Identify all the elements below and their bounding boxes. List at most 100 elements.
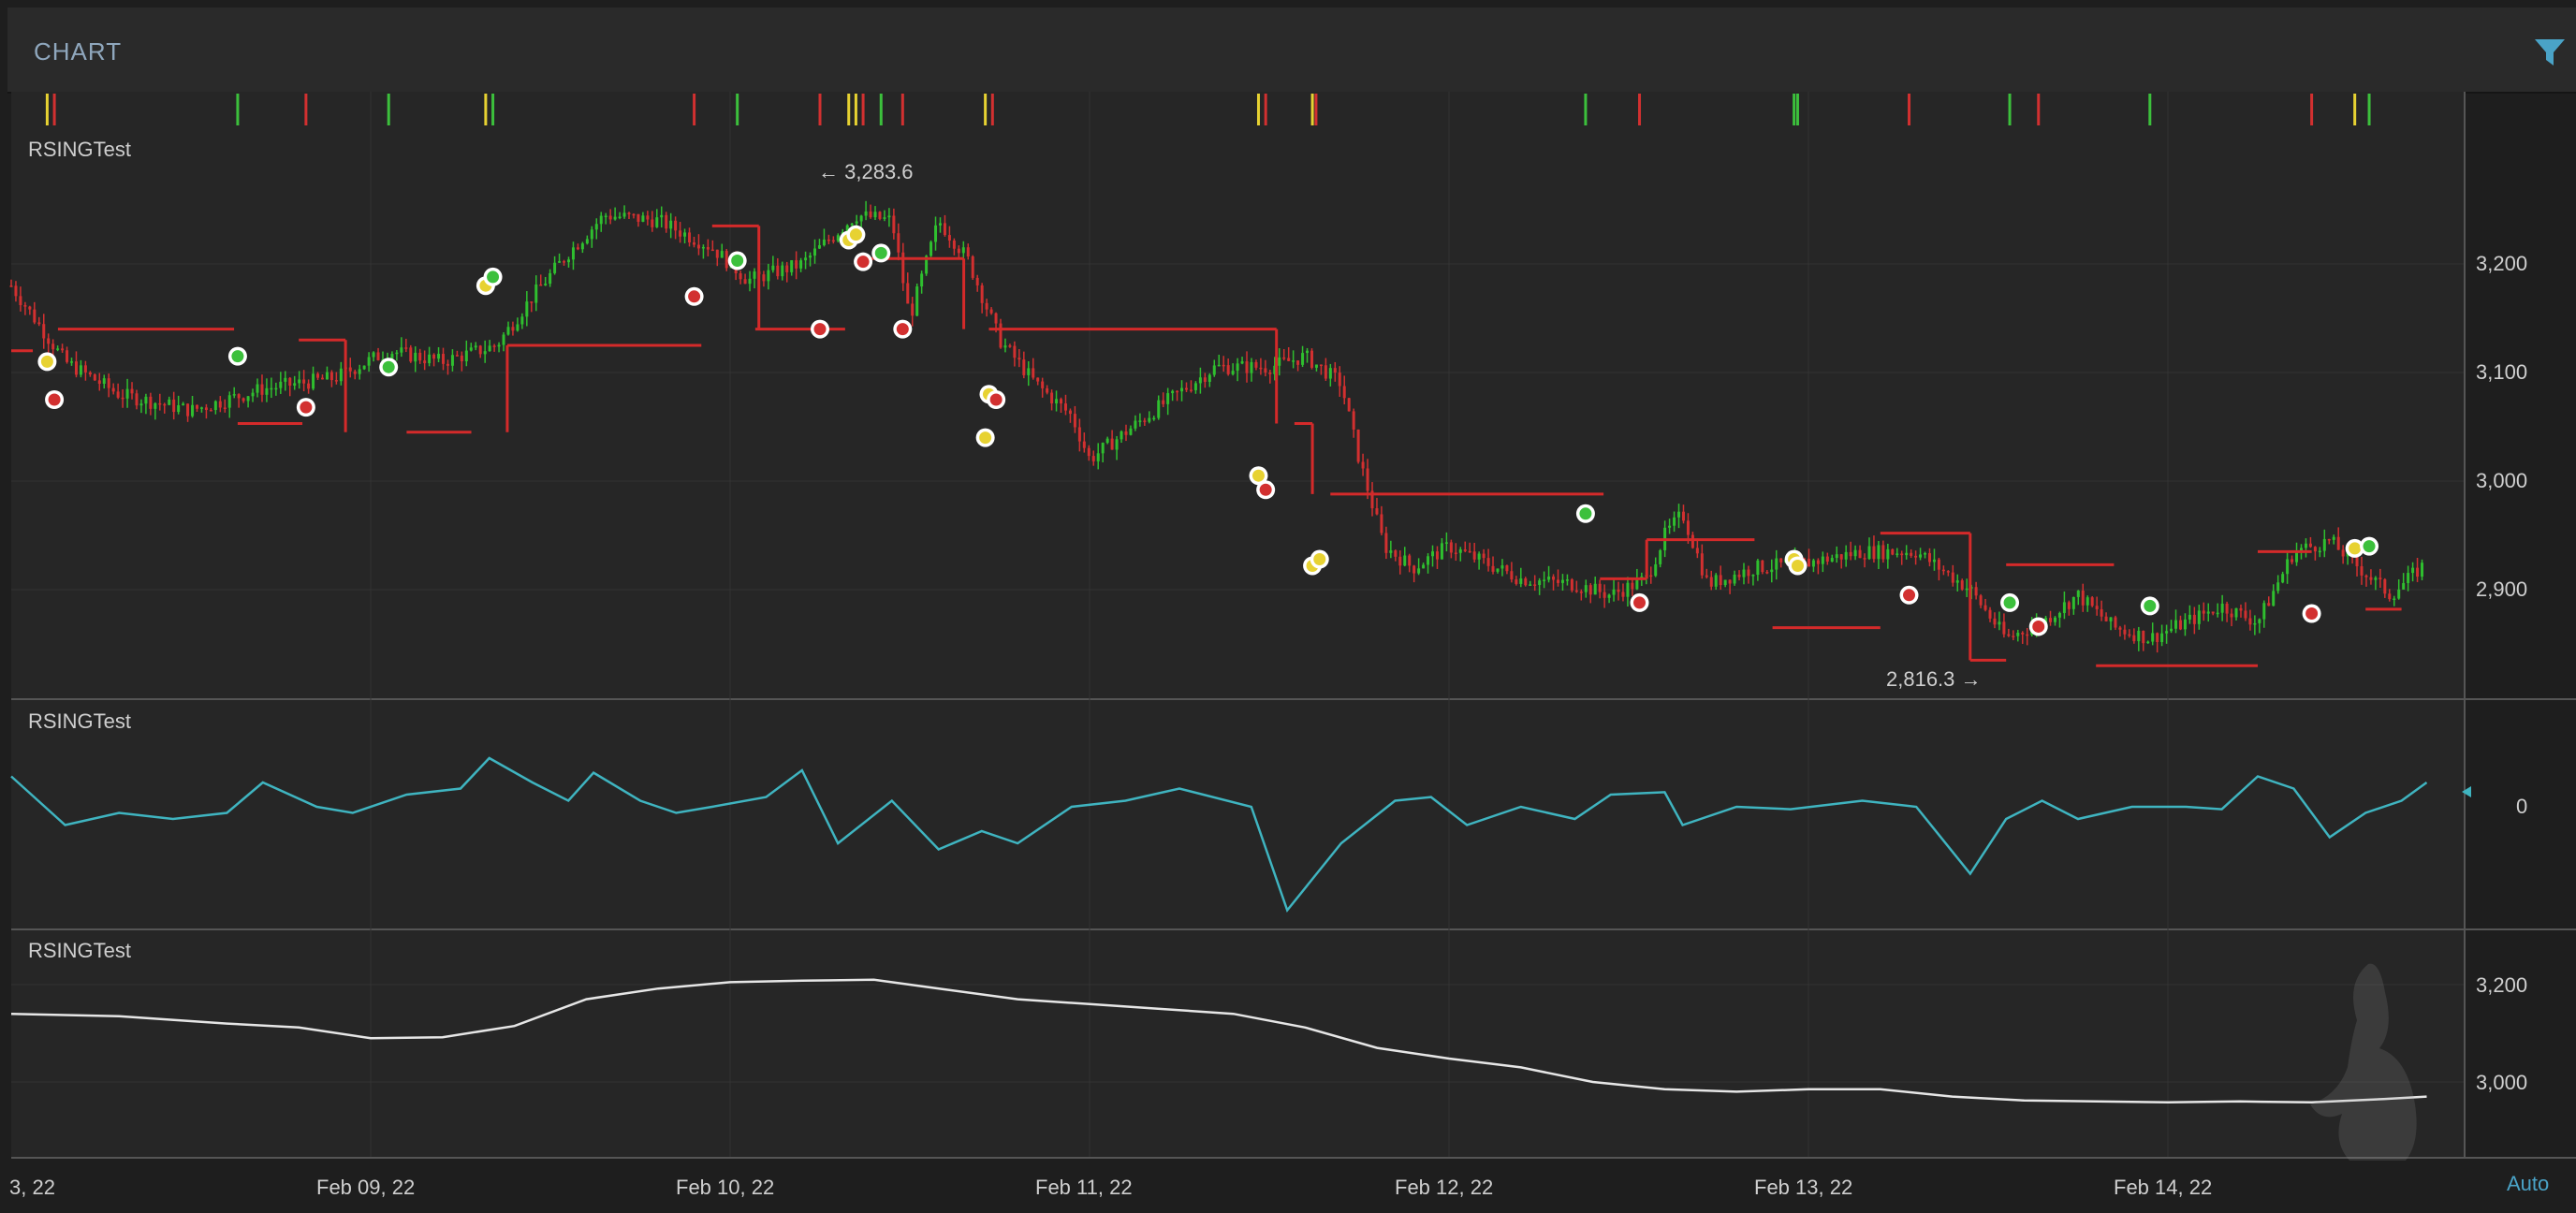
- candle-body: [627, 212, 631, 214]
- candle-body: [1519, 578, 1523, 584]
- candle-body: [2165, 631, 2169, 634]
- candle-body: [618, 216, 622, 219]
- candle-body: [599, 215, 603, 225]
- candle-body: [284, 377, 287, 382]
- candle-body: [102, 378, 106, 384]
- candle-body: [2076, 591, 2080, 597]
- third-pane-title: RSINGTest: [28, 939, 131, 962]
- candle-body: [111, 387, 115, 392]
- candle-body: [1254, 361, 1258, 368]
- candle-body: [1891, 548, 1895, 555]
- candle-body: [701, 246, 705, 249]
- candle-body: [1185, 387, 1189, 390]
- candle-body: [74, 361, 78, 375]
- candle-body: [1863, 558, 1866, 560]
- candle-body: [1491, 565, 1495, 572]
- candle-body: [1779, 558, 1783, 563]
- time-axis-tick: Feb 11, 22: [1035, 1176, 1133, 1199]
- price-axis-tick: 3,100: [2476, 360, 2527, 384]
- candle-body: [1189, 389, 1193, 391]
- candle-body: [1579, 592, 1583, 593]
- candle-body: [2313, 547, 2317, 552]
- candle-body: [1839, 554, 1843, 560]
- candle-body: [809, 256, 812, 258]
- candle-body: [2086, 597, 2089, 606]
- candle-body: [1347, 398, 1351, 412]
- candle-body: [37, 322, 41, 325]
- signal-dot: [2305, 607, 2319, 621]
- candle-body: [696, 244, 700, 249]
- candle-body: [2332, 536, 2335, 540]
- candle-body: [1510, 571, 1514, 580]
- candle-body: [1946, 571, 1950, 573]
- time-axis-tick: Feb 13, 22: [1754, 1176, 1852, 1199]
- candle-body: [1905, 552, 1909, 556]
- candle-body: [2016, 633, 2020, 636]
- signal-dot: [874, 246, 887, 259]
- candle-body: [1171, 390, 1175, 394]
- candle-body: [1468, 550, 1471, 553]
- signal-dot: [1251, 469, 1265, 482]
- candle-body: [2360, 566, 2364, 576]
- candle-body: [679, 230, 682, 237]
- candle-body: [1240, 361, 1244, 364]
- candle-body: [674, 220, 678, 231]
- candle-body: [1496, 568, 1500, 572]
- candle-body: [1091, 456, 1095, 461]
- signal-dot: [48, 393, 61, 406]
- candle-body: [2128, 634, 2131, 636]
- candle-body: [1306, 350, 1310, 354]
- time-axis-tick: Feb 12, 22: [1395, 1176, 1493, 1199]
- candle-body: [1063, 403, 1067, 411]
- candle-body: [1212, 365, 1216, 375]
- auto-scale-button[interactable]: Auto: [2507, 1172, 2549, 1195]
- candle-body: [2021, 633, 2025, 635]
- candle-body: [994, 313, 998, 324]
- candle-body: [571, 247, 575, 260]
- candle-body: [70, 361, 74, 363]
- filter-icon[interactable]: [2531, 34, 2569, 71]
- candle-body: [1398, 556, 1402, 566]
- candle-body: [1673, 517, 1676, 526]
- candle-body: [2407, 573, 2410, 583]
- candle-body: [47, 338, 51, 344]
- candle-body: [1811, 560, 1815, 567]
- candle-body: [2160, 633, 2164, 643]
- candle-body: [1157, 400, 1161, 418]
- candle-body: [613, 216, 617, 220]
- candle-body: [1570, 579, 1573, 591]
- candle-body: [121, 397, 124, 400]
- candle-body: [79, 365, 82, 375]
- candle-body: [1927, 553, 1931, 563]
- candle-body: [437, 354, 441, 359]
- candle-body: [1134, 420, 1137, 429]
- candle-body: [549, 272, 552, 285]
- candle-body: [1603, 592, 1606, 598]
- candle-body: [1319, 364, 1323, 367]
- candle-body: [827, 239, 830, 241]
- candle-body: [2286, 559, 2290, 575]
- candle-body: [1422, 564, 1426, 569]
- candle-body: [2388, 593, 2392, 600]
- candle-body: [901, 252, 905, 284]
- candle-body: [2230, 613, 2233, 618]
- candle-body: [1292, 360, 1295, 362]
- candle-body: [1027, 368, 1031, 375]
- candle-body: [915, 286, 919, 316]
- signal-dot: [40, 355, 53, 368]
- candle-body: [1515, 579, 1518, 584]
- candle-body: [1458, 549, 1462, 553]
- candle-body: [2114, 617, 2117, 628]
- candle-body: [2192, 614, 2196, 624]
- candle-body: [665, 214, 668, 229]
- candle-body: [66, 350, 69, 362]
- price-pane: [11, 92, 2464, 698]
- candle-body: [1588, 585, 1592, 595]
- candle-body: [2248, 618, 2252, 625]
- candle-body: [288, 377, 292, 386]
- candle-body: [1807, 558, 1810, 567]
- candle-body: [1770, 569, 1774, 573]
- candle-body: [358, 369, 361, 374]
- candle-body: [1245, 361, 1249, 373]
